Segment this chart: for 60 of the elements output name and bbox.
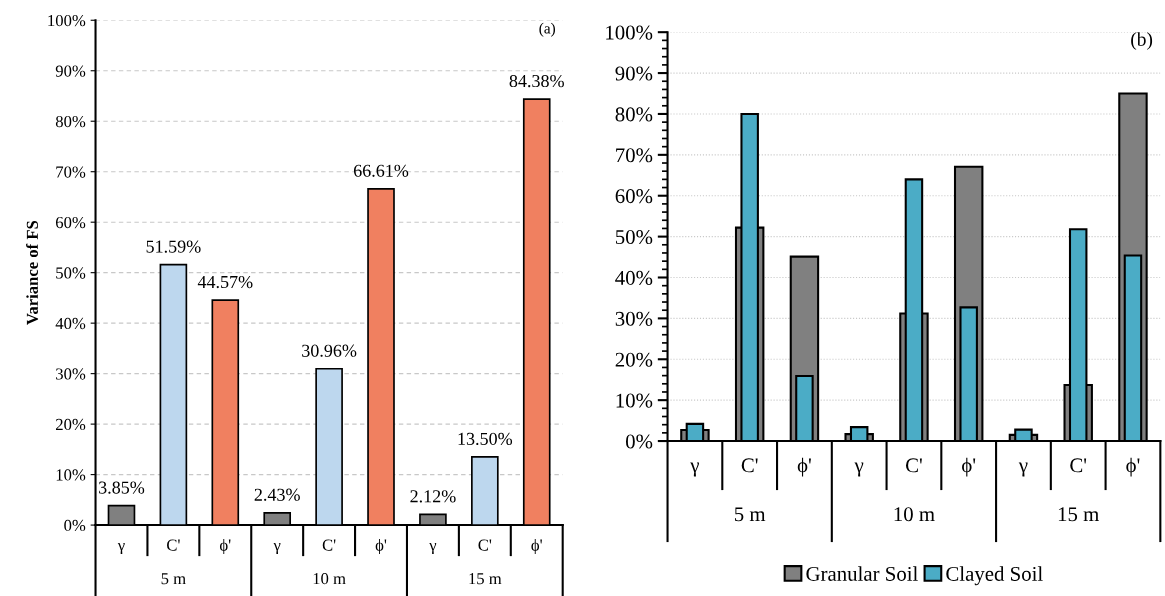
data-label: 2.43%: [254, 488, 300, 501]
legend-label: Clayed Soil: [946, 566, 1043, 586]
x-tick-label: C': [478, 539, 492, 551]
y-tick-label: 90%: [615, 66, 653, 81]
y-tick-label: 60%: [55, 216, 86, 229]
y-tick-label: 70%: [56, 166, 86, 178]
data-label: 13.50%: [458, 432, 513, 445]
y-tick-label: 20%: [615, 352, 653, 367]
data-label: 30.96%: [302, 344, 357, 357]
x-tick-label: ϕ': [962, 457, 976, 477]
data-label: 84.38%: [509, 74, 564, 88]
x-tick-label: C': [741, 458, 758, 473]
data-label: 66.61%: [353, 164, 409, 177]
text: 10 m: [894, 507, 935, 522]
y-tick-label: 30%: [56, 368, 86, 380]
y-tick-label: 40%: [615, 270, 653, 285]
y-tick-label: 0%: [64, 519, 86, 532]
x-tick-label: C': [322, 539, 336, 551]
y-tick-label: 50%: [615, 229, 653, 245]
x-tick-label: C': [905, 458, 922, 473]
x-tick-label: γ: [1018, 462, 1028, 477]
y-tick-label: 10%: [616, 393, 653, 408]
x-tick-label: ϕ': [375, 538, 387, 555]
x-tick-label: γ: [854, 462, 864, 477]
y-tick-label: 70%: [616, 148, 653, 163]
text: 10 m: [313, 573, 346, 585]
y-tick-label: 10%: [56, 469, 86, 481]
y-tick-label: 40%: [55, 317, 86, 330]
text: 15 m: [469, 573, 502, 585]
text: 15 m: [1058, 507, 1100, 522]
y-tick-label: 0%: [625, 434, 653, 449]
data-label: 51.59%: [146, 240, 201, 253]
y-tick-label: 60%: [615, 189, 653, 204]
x-tick-label: γ: [273, 542, 281, 555]
x-tick-label: γ: [429, 542, 437, 555]
annotation: (b): [1131, 32, 1153, 50]
legend-label: Granular Soil: [806, 566, 918, 581]
text: 5 m: [161, 573, 186, 585]
x-tick-label: γ: [690, 462, 700, 477]
y-tick-label: 30%: [615, 311, 653, 326]
data-label: 2.12%: [410, 490, 456, 503]
data-label: 44.57%: [197, 275, 253, 289]
y-tick-label: 50%: [56, 267, 86, 279]
y-tick-label: 20%: [55, 418, 86, 431]
annotation: (a): [539, 22, 556, 37]
x-tick-label: C': [1070, 458, 1087, 473]
y-tick-label: 100%: [606, 25, 653, 40]
data-label: 3.85%: [99, 481, 145, 494]
y-tick-label: 80%: [615, 107, 653, 122]
x-tick-label: ϕ': [219, 538, 231, 555]
x-tick-label: ϕ': [797, 457, 811, 477]
y-axis-title: Variance of FS: [26, 220, 39, 325]
x-tick-label: ϕ': [1126, 457, 1140, 477]
x-tick-label: ϕ': [531, 538, 542, 555]
x-tick-label: γ: [117, 542, 125, 555]
y-tick-label: 90%: [55, 65, 86, 77]
text: 5 m: [734, 507, 766, 522]
x-tick-label: C': [167, 539, 180, 551]
y-tick-label: 80%: [55, 115, 86, 128]
y-tick-label: 100%: [48, 14, 86, 27]
